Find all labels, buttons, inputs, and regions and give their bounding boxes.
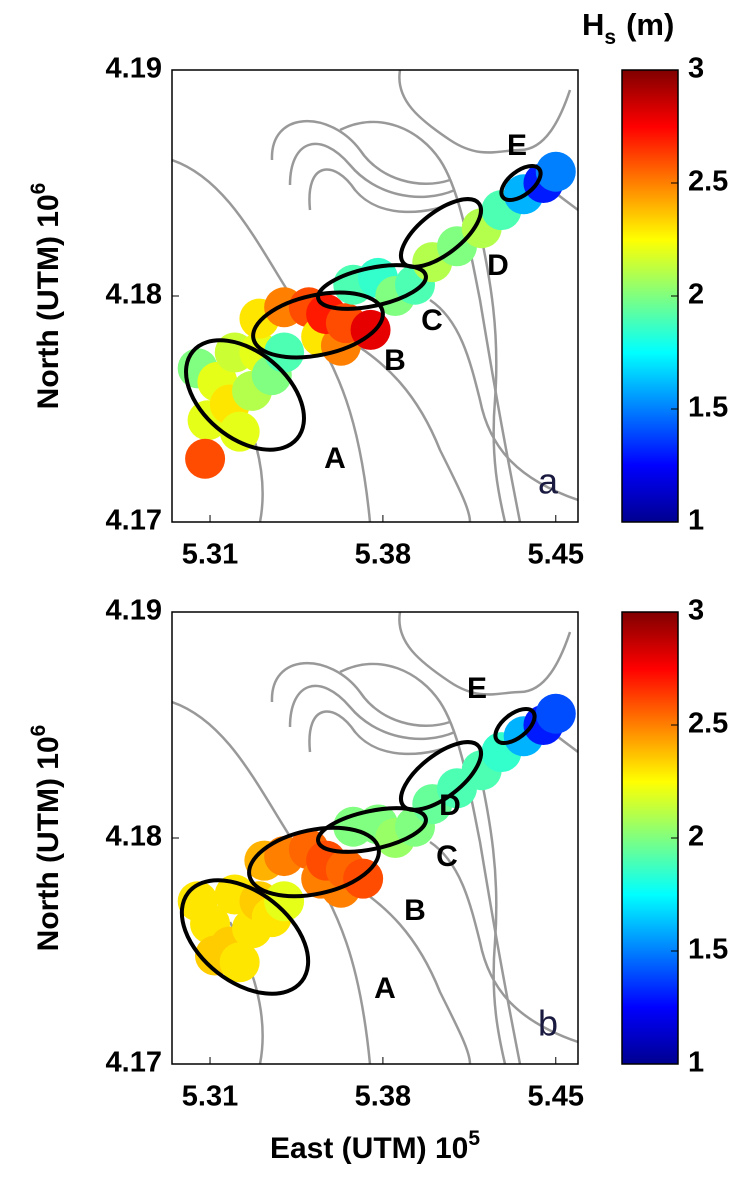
region-ellipse (399, 740, 483, 812)
region-label: C (436, 840, 458, 873)
colorbar-tick-label: 2 (688, 821, 704, 853)
colorbar-title: Hs (m) (582, 7, 674, 49)
region-ellipse (499, 163, 543, 203)
x-label-exp: 5 (468, 1127, 480, 1150)
colorbar-tick-label: 1 (688, 1047, 704, 1079)
colorbar-tick-label: 2 (688, 279, 704, 311)
colorbar-tick-label: 3 (688, 53, 704, 85)
y-label-text: North (UTM) 10 (32, 736, 65, 951)
x-label-text: East (UTM) 10 (270, 1132, 468, 1165)
data-point (535, 151, 576, 192)
colorbar (622, 70, 678, 522)
colorbar-tick-label: 1.5 (688, 934, 728, 966)
y-label-text: North (UTM) 10 (32, 194, 65, 409)
map-area (172, 612, 578, 1064)
colorbar-tick-label: 1.5 (688, 392, 728, 424)
region-label: D (487, 249, 509, 282)
data-point (264, 881, 305, 922)
y-tick-label: 4.17 (106, 505, 162, 537)
region-label: D (439, 789, 461, 822)
data-point (219, 942, 260, 983)
data-point (535, 693, 576, 734)
region-label: A (374, 972, 396, 1005)
colorbar-tick-label: 2.5 (688, 166, 728, 198)
panel-label: b (538, 1003, 558, 1044)
region-label: B (384, 344, 406, 377)
colorbar-title-sub: s (604, 26, 616, 49)
panel: A BCD Eb 5.31 5.38 5.45 4.17 4.18 4.19 North (UTM… (27, 595, 728, 1165)
region-ellipse (316, 263, 428, 311)
region-label: C (421, 304, 443, 337)
y-axis-label: North (UTM) 106 (27, 183, 65, 410)
colorbar-title-main: H (582, 7, 604, 42)
x-tick-label: 5.38 (355, 539, 411, 571)
x-tick-label: 5.31 (182, 539, 238, 571)
data-point (343, 858, 384, 899)
region-ellipse (493, 706, 537, 746)
y-tick-label: 4.17 (106, 1047, 162, 1079)
region-label: B (404, 894, 426, 927)
x-tick-label: 5.45 (528, 539, 584, 571)
region-ellipse (179, 878, 311, 996)
region-label: A (324, 442, 346, 475)
colorbar-tick-label: 3 (688, 595, 704, 627)
map-area (172, 70, 578, 522)
data-point (185, 438, 226, 479)
data-point (219, 411, 260, 452)
y-tick-label: 4.18 (106, 279, 162, 311)
colorbar-tick-label: 2.5 (688, 708, 728, 740)
region-ellipse (251, 290, 385, 360)
y-label-exp: 6 (27, 183, 50, 195)
colorbar-title-unit: (m) (626, 7, 674, 42)
panel: A BC D Ea 5.31 5.38 5.45 4.17 4.18 4.19 North (UTM… (27, 7, 728, 571)
x-tick-label: 5.38 (355, 1081, 411, 1113)
panel-label: a (538, 461, 559, 502)
y-axis-label: North (UTM) 106 (27, 725, 65, 952)
region-ellipse (399, 197, 483, 269)
colorbar-tick-label: 1 (688, 505, 704, 537)
x-axis-label: East (UTM) 105 (270, 1127, 480, 1165)
y-tick-label: 4.18 (106, 821, 162, 853)
colorbar (622, 612, 678, 1064)
region-label: E (507, 129, 527, 162)
region-ellipse (316, 806, 428, 854)
y-label-exp: 6 (27, 725, 50, 737)
x-tick-label: 5.45 (528, 1081, 584, 1113)
region-ellipse (184, 338, 306, 452)
region-label: E (467, 672, 487, 705)
x-tick-label: 5.31 (182, 1081, 238, 1113)
y-tick-label: 4.19 (106, 595, 162, 627)
y-tick-label: 4.19 (106, 53, 162, 85)
